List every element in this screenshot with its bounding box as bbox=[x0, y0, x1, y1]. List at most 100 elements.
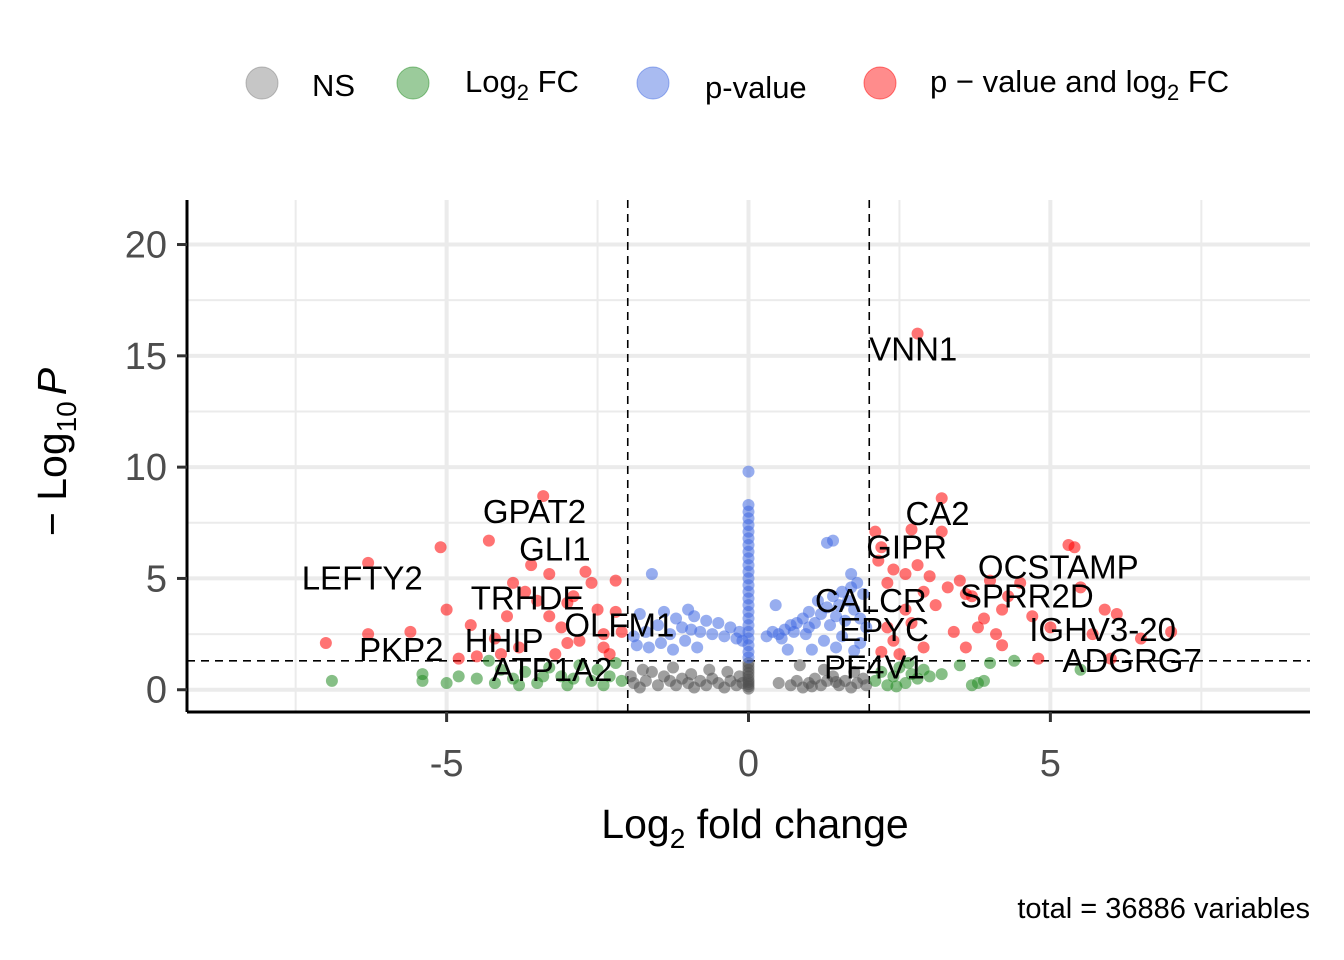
data-point bbox=[519, 665, 532, 678]
data-point bbox=[736, 634, 749, 647]
data-point bbox=[917, 641, 930, 654]
data-point bbox=[842, 594, 855, 607]
data-point bbox=[470, 672, 483, 685]
y-tick-label: 10 bbox=[125, 447, 167, 489]
data-point bbox=[494, 663, 507, 676]
data-point bbox=[657, 670, 670, 683]
data-point bbox=[808, 616, 821, 629]
data-point bbox=[543, 567, 556, 580]
data-point bbox=[494, 648, 507, 661]
data-point bbox=[543, 610, 556, 623]
data-point bbox=[857, 588, 870, 601]
data-point bbox=[1134, 632, 1147, 645]
gene-label: PKP2 bbox=[359, 631, 443, 668]
x-axis-title: Log2 fold change bbox=[601, 801, 908, 854]
data-point bbox=[802, 605, 815, 618]
data-point bbox=[452, 670, 465, 683]
data-point bbox=[733, 670, 746, 683]
data-point bbox=[1032, 652, 1045, 665]
data-point bbox=[872, 554, 885, 567]
data-point bbox=[848, 603, 861, 616]
data-point bbox=[645, 567, 658, 580]
data-point bbox=[899, 677, 912, 690]
data-point bbox=[537, 490, 550, 503]
data-point bbox=[1110, 608, 1123, 621]
data-point bbox=[935, 492, 948, 505]
data-point bbox=[923, 570, 936, 583]
x-tick-label: -5 bbox=[430, 743, 464, 785]
legend-item-fc: Log2 FC bbox=[396, 64, 579, 105]
data-point bbox=[597, 628, 610, 641]
data-point bbox=[642, 641, 655, 654]
y-tick-label: 20 bbox=[125, 225, 167, 267]
data-point bbox=[667, 661, 680, 674]
data-point bbox=[820, 601, 833, 614]
data-point bbox=[694, 625, 707, 638]
data-point bbox=[1104, 652, 1117, 665]
data-point bbox=[685, 623, 698, 636]
y-tick-label: 0 bbox=[146, 670, 167, 712]
data-point bbox=[691, 641, 704, 654]
data-point bbox=[657, 605, 670, 618]
data-point bbox=[887, 670, 900, 683]
data-point bbox=[585, 674, 598, 687]
data-point bbox=[573, 634, 586, 647]
data-point bbox=[633, 608, 646, 621]
data-point bbox=[911, 559, 924, 572]
data-point bbox=[679, 634, 692, 647]
data-point bbox=[953, 574, 966, 587]
data-point bbox=[488, 632, 501, 645]
data-point bbox=[591, 663, 604, 676]
data-point bbox=[830, 675, 843, 688]
gene-label: LEFTY2 bbox=[302, 560, 423, 597]
data-point bbox=[452, 652, 465, 665]
data-point bbox=[935, 668, 948, 681]
series-fc-p bbox=[319, 327, 1178, 665]
legend-key bbox=[863, 66, 897, 100]
data-point bbox=[845, 567, 858, 580]
gene-label: GIPR bbox=[866, 528, 947, 565]
data-point bbox=[827, 534, 840, 547]
data-point bbox=[362, 556, 375, 569]
data-point bbox=[624, 670, 637, 683]
data-point bbox=[525, 559, 538, 572]
data-point bbox=[887, 634, 900, 647]
data-point bbox=[860, 679, 873, 692]
data-point bbox=[519, 585, 532, 598]
data-point bbox=[811, 594, 824, 607]
data-point bbox=[959, 588, 972, 601]
data-point bbox=[848, 644, 861, 657]
data-point bbox=[537, 670, 550, 683]
data-point bbox=[507, 576, 520, 589]
gene-label: CALCR bbox=[815, 582, 927, 619]
legend-item-ns: NS bbox=[245, 66, 355, 103]
data-point bbox=[836, 630, 849, 643]
caption: total = 36886 variables bbox=[1017, 893, 1310, 925]
data-point bbox=[923, 670, 936, 683]
data-point bbox=[742, 651, 755, 664]
data-point bbox=[440, 603, 453, 616]
data-point bbox=[851, 576, 864, 589]
data-point bbox=[817, 663, 830, 676]
data-point bbox=[561, 636, 574, 649]
data-point bbox=[404, 625, 417, 638]
x-axis-title-rest: fold change bbox=[685, 801, 908, 847]
data-point bbox=[724, 621, 737, 634]
data-point bbox=[902, 657, 915, 670]
data-point bbox=[860, 621, 873, 634]
gene-label: CA2 bbox=[905, 495, 969, 532]
gene-label: VNN1 bbox=[869, 330, 957, 367]
data-point bbox=[591, 603, 604, 616]
data-point bbox=[609, 657, 622, 670]
data-point bbox=[935, 525, 948, 538]
data-point bbox=[685, 668, 698, 681]
legend-label: NS bbox=[312, 68, 355, 103]
legend-label: p-value bbox=[705, 70, 807, 105]
data-point bbox=[869, 674, 882, 687]
data-point bbox=[875, 541, 888, 554]
gene-label: ADGRG7 bbox=[1062, 642, 1201, 679]
data-point bbox=[890, 680, 903, 693]
data-point bbox=[793, 659, 806, 672]
x-axis-title-main: Log bbox=[601, 801, 669, 847]
data-point bbox=[905, 616, 918, 629]
